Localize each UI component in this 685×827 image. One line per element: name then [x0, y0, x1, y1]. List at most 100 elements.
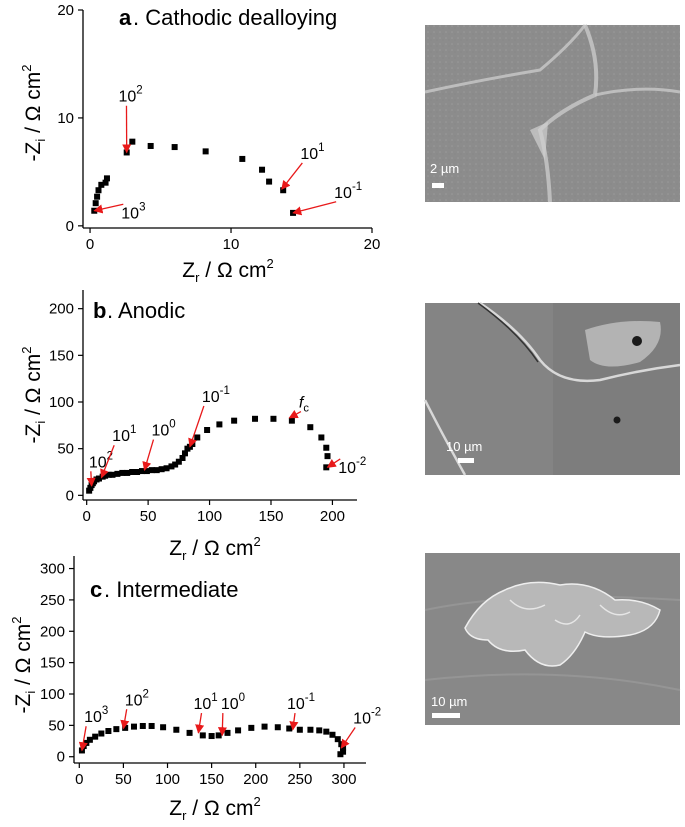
x-tick-label: 200 [320, 508, 345, 525]
data-point [179, 455, 186, 461]
data-point [113, 726, 120, 733]
x-tick-label: 150 [258, 508, 283, 525]
data-point [288, 417, 295, 424]
annotation-arrow [281, 162, 303, 190]
y-axis-label-a: -Zi / Ω cm2 [19, 65, 48, 162]
data-point [158, 466, 165, 473]
data-point [86, 736, 93, 743]
y-tick-label: 10 [57, 110, 74, 127]
annotation-arrow [120, 709, 130, 730]
panel-title-a: . Cathodic dealloying [133, 5, 337, 30]
data-point [92, 733, 99, 740]
x-tick-label: 10 [223, 236, 240, 253]
data-point [186, 729, 193, 736]
y-tick-label: 0 [66, 487, 74, 504]
frequency-annotation: 102 [118, 85, 142, 106]
y-tick-label: 100 [49, 394, 74, 411]
panel-title-b: . Anodic [107, 298, 185, 323]
y-tick-label: 100 [40, 686, 65, 703]
data-point [334, 736, 341, 743]
nyquist-plot-b: 0 50 100 150 200 0 50 100 150 200 102 101 100 10-1 fc 1… [49, 290, 366, 525]
annotation-arrow [288, 409, 302, 419]
frequency-annotation: 101 [300, 142, 324, 163]
data-point [105, 728, 112, 735]
data-point [129, 138, 136, 145]
data-point [147, 142, 154, 149]
data-point [307, 424, 314, 431]
svg-text:-Zi / Ω cm2: -Zi / Ω cm2 [9, 617, 38, 714]
y-tick-label: 150 [49, 347, 74, 364]
y-tick-label: 0 [57, 749, 65, 766]
annotation-arrow [142, 439, 155, 472]
data-point [163, 465, 170, 472]
data-point [139, 722, 146, 729]
x-tick-label: 0 [75, 771, 83, 788]
x-tick-label: 250 [287, 771, 312, 788]
x-tick-label: 50 [140, 508, 157, 525]
data-point [95, 475, 102, 482]
data-point [171, 144, 178, 151]
data-point [95, 187, 102, 194]
data-point [204, 427, 211, 433]
data-point [235, 727, 242, 734]
data-point [202, 148, 209, 155]
x-tick-label: 0 [86, 236, 94, 253]
data-point [143, 468, 150, 475]
frequency-annotation: 102 [89, 450, 113, 471]
data-point [168, 463, 175, 470]
sem-image-c: 10 µm [424, 553, 681, 725]
data-point [224, 729, 231, 736]
data-point [124, 469, 131, 476]
y-tick-label: 50 [57, 441, 74, 458]
data-point [280, 187, 287, 194]
scale-label-b: 10 µm [446, 439, 482, 454]
panel-letter-b: b [93, 298, 106, 323]
data-point [231, 417, 238, 424]
data-point [296, 726, 303, 733]
frequency-annotation: 10-2 [338, 456, 366, 477]
nyquist-plot-a: 0 10 20 0 10 20 102 101 10-1 103 [57, 2, 380, 253]
frequency-annotation: fc [299, 395, 309, 415]
svg-text:-Zi / Ω cm2: -Zi / Ω cm2 [19, 347, 48, 444]
annotation-arrow [188, 405, 205, 448]
data-point [138, 468, 145, 475]
x-tick-label: 300 [331, 771, 356, 788]
x-tick-label: 100 [197, 508, 222, 525]
frequency-annotation: 10-2 [353, 706, 381, 727]
y-tick-label: 50 [48, 717, 65, 734]
annotation-arrow [326, 458, 341, 468]
data-point [199, 732, 206, 739]
y-tick-label: 150 [40, 655, 65, 672]
data-point [103, 175, 110, 182]
data-point [194, 434, 201, 441]
data-point [105, 471, 112, 478]
data-point [175, 458, 182, 465]
data-point [286, 725, 293, 732]
data-point [337, 751, 344, 758]
panel-a: 0 10 20 0 10 20 102 101 10-1 103 a . Cathodic dea… [19, 2, 681, 285]
data-point [109, 471, 116, 478]
y-tick-label: 0 [66, 218, 74, 235]
frequency-annotation: 103 [121, 201, 145, 222]
data-point [160, 724, 167, 731]
data-point [153, 467, 160, 474]
annotation-arrow [292, 201, 337, 216]
x-tick-label: 200 [243, 771, 268, 788]
y-axis-label-b: -Zi / Ω cm2 [19, 347, 48, 444]
frequency-annotation: 10-1 [287, 692, 315, 713]
data-point [134, 469, 141, 475]
scale-label-a: 2 µm [430, 161, 459, 176]
sem-image-b: 10 µm [423, 301, 681, 476]
x-tick-label: 50 [115, 771, 132, 788]
data-point [215, 732, 222, 739]
data-point [129, 469, 136, 475]
svg-text:Zr / Ω cm2: Zr / Ω cm2 [169, 534, 260, 563]
data-point [208, 733, 215, 740]
data-point [98, 181, 105, 188]
nyquist-plot-c: 0 50 100 150 200 250 300 0 50 100 150 200 250 300 103 1… [40, 556, 381, 788]
data-point [114, 470, 121, 477]
frequency-annotation: 10-1 [334, 181, 362, 202]
data-point [323, 464, 330, 471]
data-point [173, 726, 180, 733]
x-axis-label-c: Zr / Ω cm2 [169, 794, 260, 823]
